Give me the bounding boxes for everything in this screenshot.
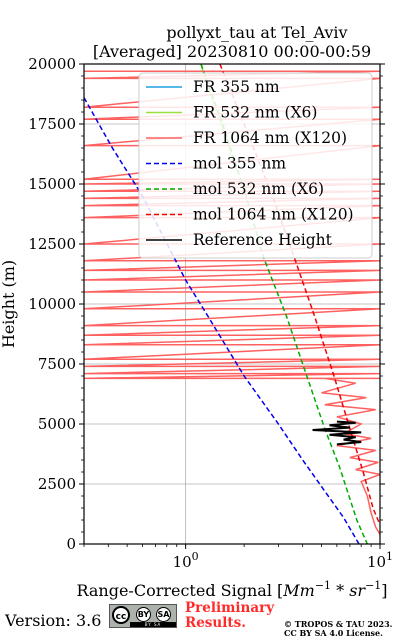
version-label: Version: 3.6 [5,611,102,630]
copyright-notice: © TROPOS & TAU 2023. CC BY SA 4.0 Licens… [284,620,392,638]
chart-title-line2: [Averaged] 20230810 00:00-00:59 [93,42,371,61]
copyright-line1: © TROPOS & TAU 2023. [284,619,393,629]
y-tick-label: 17500 [28,115,76,133]
legend-label-reference-height: Reference Height [193,231,333,249]
chart-title-line1: pollyxt_tau at Tel_Aviv [166,23,347,42]
cc-strip: BY SA [130,622,176,627]
legend-label-fr-532-nm-x6: FR 532 nm (X6) [193,104,317,122]
y-tick-label: 10000 [28,295,76,313]
preliminary-notice: Preliminary Results. [185,601,274,631]
chart-legend: FR 355 nm FR 532 nm (X6) FR 1064 nm (X120)… [138,72,373,259]
y-tick-label: 7500 [38,355,76,373]
y-tick-label: 15000 [28,175,76,193]
legend-box [138,72,373,259]
y-tick-label: 12500 [28,235,76,253]
legend-label-fr-1064-nm-x120: FR 1064 nm (X120) [193,129,347,147]
x-axis-label: Range-Corrected Signal [Mm−1 * sr−1] [76,579,387,600]
y-tick-label: 0 [66,535,76,553]
copyright-line2: CC BY SA 4.0 License. [284,628,383,638]
series-line-mol-1064-nm-x120 [219,64,380,526]
y-tick-label: 20000 [28,55,76,73]
x-tick-label: 100 [173,550,199,571]
legend-label-fr-355-nm: FR 355 nm [193,78,280,96]
axis-ticks: 0 2500 5000 7500 10000 12500 15000 17500 20000 10… [28,55,393,571]
cc-icon: cc [112,606,130,624]
by-icon: BY [136,607,151,622]
sa-icon: SA [156,607,171,622]
y-tick-label: 2500 [38,475,76,493]
x-tick-label: 101 [367,550,393,571]
y-tick-label: 5000 [38,415,76,433]
series-line-mol-355-nm [84,97,360,544]
series-line-reference-height [312,420,362,446]
y-axis-label: Height (m) [0,260,18,348]
preliminary-line2: Results. [185,615,246,631]
legend-label-mol-355-nm: mol 355 nm [193,155,286,173]
preliminary-line1: Preliminary [185,600,275,616]
cc-license-badge: cc BY SA BY SA [109,604,177,628]
series-line-mol-532-nm-x6 [200,64,368,544]
legend-label-mol-532-nm-x6: mol 532 nm (X6) [193,180,324,198]
legend-label-mol-1064-nm-x120: mol 1064 nm (X120) [193,206,354,224]
